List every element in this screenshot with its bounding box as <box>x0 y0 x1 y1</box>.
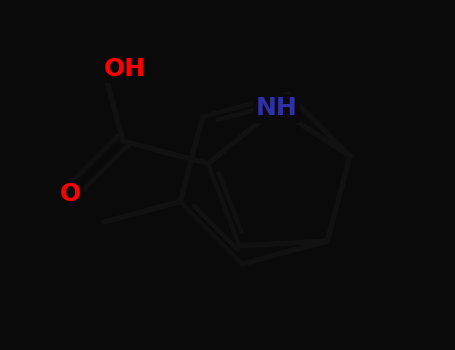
Text: O: O <box>59 182 81 206</box>
Text: NH: NH <box>255 96 297 120</box>
Text: OH: OH <box>104 57 146 80</box>
